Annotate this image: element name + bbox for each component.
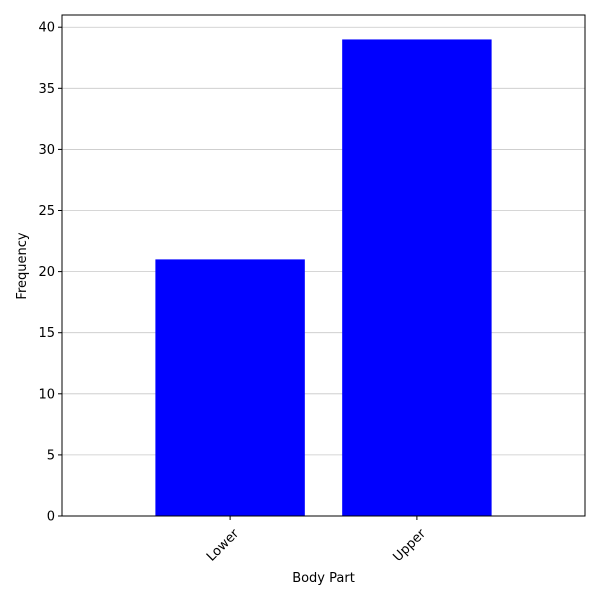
axes [61,14,586,517]
y-ticks: 0 5 10 15 20 25 30 35 40 [38,21,62,525]
x-tick-label: Lower [204,526,243,565]
bar [342,39,492,516]
y-tick-label: 25 [38,204,55,219]
y-tick-label: 30 [38,143,55,158]
y-tick-label: 40 [38,21,55,36]
y-tick-label: 35 [38,82,55,97]
y-axis-label: Frequency [15,232,30,299]
x-ticks: Lower Upper [204,516,429,565]
y-tick-label: 5 [47,448,55,463]
plot-frame [61,14,586,517]
bars [155,39,492,516]
y-tick-label: 15 [38,326,55,341]
bar [155,259,305,516]
x-tick-label: Upper [390,526,429,565]
y-tick-label: 10 [38,387,55,402]
x-axis-label: Body Part [292,571,355,586]
y-tick-label: 0 [47,510,55,525]
gridlines [62,26,585,456]
y-tick-label: 20 [38,265,55,280]
